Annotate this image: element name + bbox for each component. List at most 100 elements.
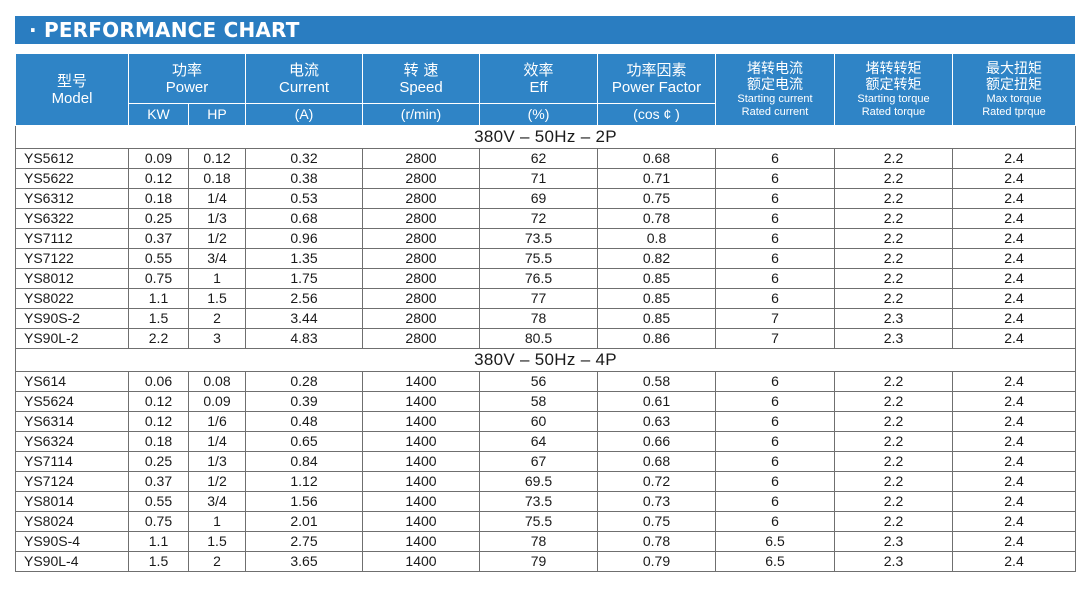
cell-eff: 78 xyxy=(479,308,598,329)
table-row: YS6312 0.18 1/4 0.53 2800 69 0.75 6 2.2 2.4 xyxy=(15,188,1076,209)
cell-speed: 2800 xyxy=(362,308,480,329)
cell-current: 4.83 xyxy=(245,328,363,349)
cell-power-factor: 0.79 xyxy=(597,551,716,572)
cell-power-kw: 1.5 xyxy=(128,308,189,329)
cell-speed: 1400 xyxy=(362,451,480,472)
header-speed: 转 速 Speed xyxy=(362,53,480,104)
cell-starting-current: 6 xyxy=(715,288,835,309)
cell-starting-current: 6 xyxy=(715,451,835,472)
cell-power-hp: 0.12 xyxy=(188,148,246,169)
cell-speed: 2800 xyxy=(362,328,480,349)
cell-power-kw: 0.12 xyxy=(128,391,189,412)
cell-model: YS5612 xyxy=(15,148,129,169)
cell-power-kw: 0.37 xyxy=(128,228,189,249)
cell-current: 1.35 xyxy=(245,248,363,269)
cell-speed: 2800 xyxy=(362,208,480,229)
cell-power-hp: 0.18 xyxy=(188,168,246,189)
cell-eff: 69.5 xyxy=(479,471,598,492)
cell-current: 3.44 xyxy=(245,308,363,329)
cell-current: 0.38 xyxy=(245,168,363,189)
cell-starting-torque: 2.2 xyxy=(834,471,953,492)
cell-starting-torque: 2.3 xyxy=(834,308,953,329)
cell-starting-current: 6 xyxy=(715,491,835,512)
cell-power-kw: 0.18 xyxy=(128,431,189,452)
cell-max-torque: 2.4 xyxy=(952,391,1076,412)
cell-power-factor: 0.66 xyxy=(597,431,716,452)
cell-max-torque: 2.4 xyxy=(952,188,1076,209)
cell-eff: 80.5 xyxy=(479,328,598,349)
cell-speed: 1400 xyxy=(362,391,480,412)
cell-power-hp: 3 xyxy=(188,328,246,349)
cell-model: YS6322 xyxy=(15,208,129,229)
header-power: 功率 Power xyxy=(128,53,246,104)
cell-starting-torque: 2.2 xyxy=(834,188,953,209)
section-label: 380V – 50Hz – 4P xyxy=(15,348,1076,372)
cell-power-hp: 0.08 xyxy=(188,371,246,392)
cell-current: 0.28 xyxy=(245,371,363,392)
cell-speed: 2800 xyxy=(362,268,480,289)
cell-starting-torque: 2.2 xyxy=(834,148,953,169)
cell-power-hp: 1 xyxy=(188,268,246,289)
cell-speed: 2800 xyxy=(362,248,480,269)
table-row: YS6322 0.25 1/3 0.68 2800 72 0.78 6 2.2 2.4 xyxy=(15,208,1076,229)
header-starting-current: 堵转电流 额定电流 Starting current Rated current xyxy=(715,53,835,126)
cell-max-torque: 2.4 xyxy=(952,228,1076,249)
cell-speed: 1400 xyxy=(362,431,480,452)
cell-power-hp: 1.5 xyxy=(188,288,246,309)
cell-starting-torque: 2.2 xyxy=(834,391,953,412)
cell-current: 0.48 xyxy=(245,411,363,432)
cell-power-hp: 0.09 xyxy=(188,391,246,412)
cell-power-hp: 2 xyxy=(188,308,246,329)
cell-current: 1.75 xyxy=(245,268,363,289)
table-row: YS7114 0.25 1/3 0.84 1400 67 0.68 6 2.2 2.4 xyxy=(15,451,1076,472)
cell-model: YS90S-4 xyxy=(15,531,129,552)
cell-starting-current: 6.5 xyxy=(715,551,835,572)
table-row: YS90S-2 1.5 2 3.44 2800 78 0.85 7 2.3 2.4 xyxy=(15,308,1076,329)
cell-max-torque: 2.4 xyxy=(952,431,1076,452)
cell-eff: 71 xyxy=(479,168,598,189)
cell-current: 1.56 xyxy=(245,491,363,512)
cell-model: YS7124 xyxy=(15,471,129,492)
table-row: YS7124 0.37 1/2 1.12 1400 69.5 0.72 6 2.2 2.4 xyxy=(15,471,1076,492)
title-text: · PERFORMANCE CHART xyxy=(29,18,300,42)
section-row: 380V – 50Hz – 2P xyxy=(15,125,1076,149)
cell-power-factor: 0.73 xyxy=(597,491,716,512)
cell-eff: 73.5 xyxy=(479,228,598,249)
cell-current: 0.65 xyxy=(245,431,363,452)
cell-power-hp: 1/4 xyxy=(188,431,246,452)
cell-eff: 58 xyxy=(479,391,598,412)
cell-max-torque: 2.4 xyxy=(952,411,1076,432)
cell-starting-current: 6 xyxy=(715,391,835,412)
cell-power-kw: 0.18 xyxy=(128,188,189,209)
table-row: YS90S-4 1.1 1.5 2.75 1400 78 0.78 6.5 2.3 2.4 xyxy=(15,531,1076,552)
cell-starting-current: 6 xyxy=(715,268,835,289)
cell-eff: 69 xyxy=(479,188,598,209)
cell-starting-torque: 2.3 xyxy=(834,531,953,552)
header-kw: KW xyxy=(128,103,189,126)
header-eff-unit: (%) xyxy=(479,103,598,126)
cell-starting-current: 6 xyxy=(715,168,835,189)
cell-current: 2.75 xyxy=(245,531,363,552)
cell-eff: 77 xyxy=(479,288,598,309)
table-row: YS8012 0.75 1 1.75 2800 76.5 0.85 6 2.2 2.4 xyxy=(15,268,1076,289)
cell-model: YS8024 xyxy=(15,511,129,532)
table-row: YS6324 0.18 1/4 0.65 1400 64 0.66 6 2.2 2.4 xyxy=(15,431,1076,452)
cell-speed: 2800 xyxy=(362,188,480,209)
cell-model: YS90L-2 xyxy=(15,328,129,349)
cell-power-hp: 3/4 xyxy=(188,491,246,512)
cell-power-kw: 2.2 xyxy=(128,328,189,349)
table-row: YS5612 0.09 0.12 0.32 2800 62 0.68 6 2.2 2.4 xyxy=(15,148,1076,169)
cell-eff: 78 xyxy=(479,531,598,552)
cell-starting-current: 7 xyxy=(715,328,835,349)
cell-current: 0.39 xyxy=(245,391,363,412)
cell-power-factor: 0.58 xyxy=(597,371,716,392)
cell-power-kw: 0.37 xyxy=(128,471,189,492)
cell-starting-current: 6 xyxy=(715,371,835,392)
cell-eff: 62 xyxy=(479,148,598,169)
cell-power-kw: 1.1 xyxy=(128,531,189,552)
cell-speed: 2800 xyxy=(362,148,480,169)
cell-starting-torque: 2.2 xyxy=(834,491,953,512)
table-row: YS90L-2 2.2 3 4.83 2800 80.5 0.86 7 2.3 2.4 xyxy=(15,328,1076,349)
table-row: YS5622 0.12 0.18 0.38 2800 71 0.71 6 2.2 2.4 xyxy=(15,168,1076,189)
cell-current: 0.68 xyxy=(245,208,363,229)
